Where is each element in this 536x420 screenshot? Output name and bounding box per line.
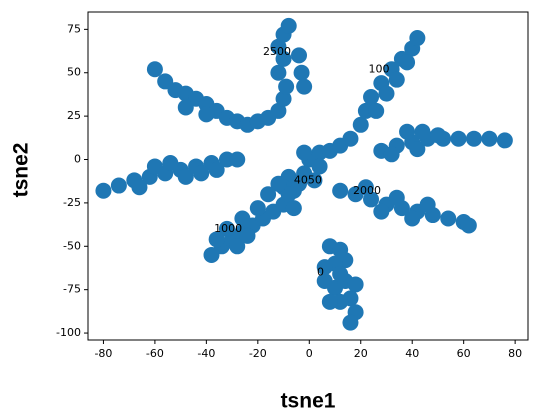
point (363, 89, 380, 106)
point (290, 47, 307, 64)
point (373, 203, 390, 220)
x-tick-label: 60 (457, 347, 471, 360)
point (404, 210, 421, 227)
point (285, 200, 302, 217)
point (342, 314, 359, 331)
point (306, 172, 323, 189)
point (357, 179, 374, 196)
point (429, 127, 446, 144)
point (260, 186, 277, 203)
point (198, 106, 215, 123)
x-tick-label: -20 (249, 347, 267, 360)
point (342, 130, 359, 147)
point (280, 17, 297, 34)
point (419, 196, 436, 213)
annotation: 1000 (214, 222, 242, 235)
x-tick-label: -80 (94, 347, 112, 360)
point (383, 146, 400, 163)
point (388, 71, 405, 88)
point (316, 259, 333, 276)
point (278, 78, 295, 95)
point (296, 78, 313, 95)
point (218, 220, 235, 237)
point (414, 123, 431, 140)
point (409, 30, 426, 47)
point (465, 130, 482, 147)
point (110, 177, 127, 194)
annotation: 2000 (353, 184, 381, 197)
y-tick-label: 75 (67, 22, 81, 35)
annotation: 100 (368, 62, 389, 75)
point (388, 189, 405, 206)
point (146, 61, 163, 78)
y-tick-label: 50 (67, 66, 81, 79)
point (229, 238, 246, 255)
point (270, 102, 287, 119)
point (352, 116, 369, 133)
point (229, 151, 246, 168)
point (363, 191, 380, 208)
x-tick-label: 20 (354, 347, 368, 360)
y-tick-label: 0 (74, 153, 81, 166)
point (193, 165, 210, 182)
point (270, 38, 287, 55)
point (162, 154, 179, 171)
point (409, 141, 426, 158)
point (177, 99, 194, 116)
point (280, 186, 297, 203)
point (131, 179, 148, 196)
y-tick-label: 25 (67, 109, 81, 122)
point (275, 50, 292, 67)
point (146, 158, 163, 175)
point (347, 276, 364, 293)
point (378, 85, 395, 102)
point (399, 123, 416, 140)
y-tick-label: -50 (63, 239, 81, 252)
y-axis-label: tsne2 (10, 143, 33, 198)
point (321, 293, 338, 310)
x-axis-label: tsne1 (281, 390, 336, 413)
plot-frame (87, 11, 529, 341)
point (368, 102, 385, 119)
x-tick-label: 80 (508, 347, 522, 360)
point (450, 130, 467, 147)
point (293, 64, 310, 81)
x-tick-label: -40 (197, 347, 215, 360)
point (460, 217, 477, 234)
point (481, 130, 498, 147)
point (177, 168, 194, 185)
point (249, 200, 266, 217)
point (399, 54, 416, 71)
y-tick-label: -100 (56, 326, 81, 339)
annotation: 0 (317, 265, 324, 278)
y-tick-label: -75 (63, 283, 81, 296)
x-tick-label: 0 (306, 347, 313, 360)
y-tick-label: -25 (63, 196, 81, 209)
point (332, 182, 349, 199)
point (296, 144, 313, 161)
point (270, 175, 287, 192)
point (239, 227, 256, 244)
x-tick-label: 40 (405, 347, 419, 360)
point (496, 132, 513, 149)
point (270, 64, 287, 81)
point (234, 210, 251, 227)
point (311, 158, 328, 175)
point (332, 266, 349, 283)
point (440, 210, 457, 227)
x-tick-label: -60 (146, 347, 164, 360)
point (208, 161, 225, 178)
point (275, 90, 292, 107)
annotation: 4050 (294, 173, 322, 186)
point (208, 231, 225, 248)
point (95, 182, 112, 199)
annotation: 2500 (263, 45, 291, 58)
